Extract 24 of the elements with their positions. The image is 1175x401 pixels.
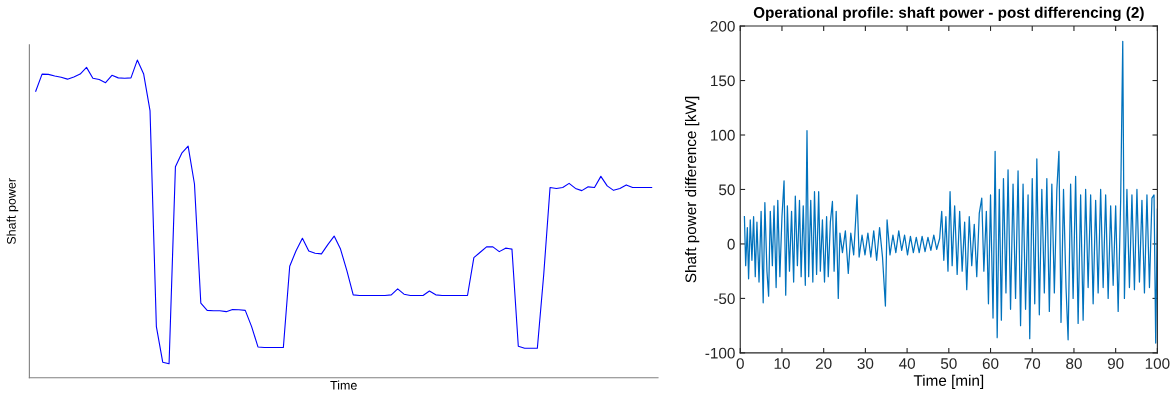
x-tick-label: 30: [857, 358, 874, 369]
y-tick-label: 150: [711, 75, 735, 87]
x-tick-label: 10: [774, 358, 790, 369]
x-tick-label: 20: [815, 358, 832, 369]
y-tick-label: -50: [713, 293, 735, 305]
x-tick-label: 80: [1066, 358, 1082, 369]
x-axis-title: Time: [330, 380, 357, 390]
x-tick-label: 70: [1024, 358, 1041, 369]
line-series: [743, 40, 1158, 344]
x-tick-label: 100: [1145, 358, 1170, 369]
x-tick-label: 60: [982, 358, 999, 369]
y-tick-label: 0: [727, 238, 735, 250]
x-tick-label: 90: [1107, 358, 1124, 369]
y-tick-label: 200: [710, 20, 735, 32]
x-tick-label: 0: [736, 358, 744, 369]
chart-title: Operational profile: shaft power - post differencing (2): [753, 6, 1144, 21]
y-axis-title: Shaft power: [6, 178, 19, 245]
y-tick-label: 100: [711, 129, 735, 141]
x-tick-label: 50: [940, 358, 957, 369]
y-tick-label: -100: [705, 347, 735, 359]
y-axis-title: Shaft power difference [kW]: [685, 96, 700, 283]
x-axis-title: Time [min]: [913, 374, 984, 389]
y-tick-label: 50: [719, 184, 735, 196]
x-tick-label: 40: [898, 358, 915, 369]
